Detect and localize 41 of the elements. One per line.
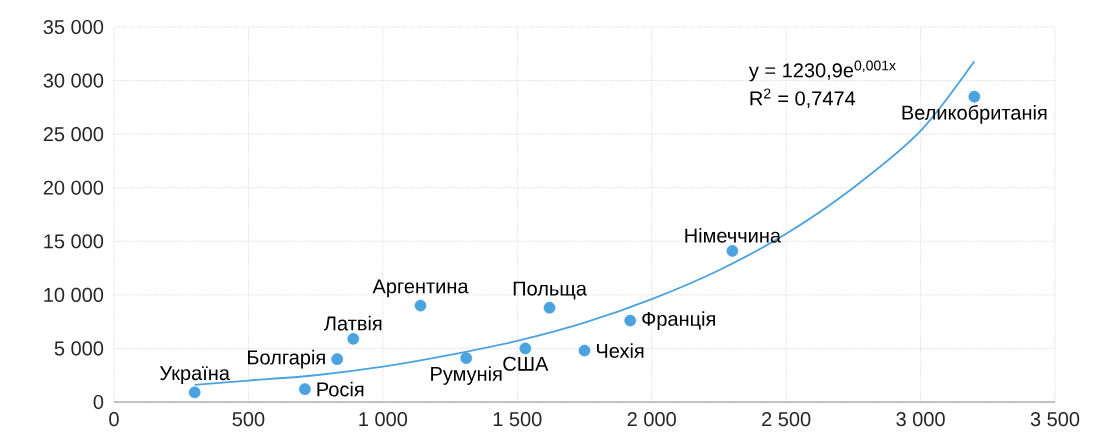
point	[519, 342, 532, 355]
x-tick-label: 0	[109, 412, 119, 427]
annotation: y = 1230,9e$^{0,001x}$	[748, 60, 896, 82]
annotation: Франція	[642, 311, 715, 330]
point	[543, 301, 556, 314]
point	[460, 352, 473, 364]
x-tick-label: 3 500	[1030, 412, 1080, 427]
annotation: США	[503, 356, 549, 371]
annotation: R$^{2}$ = 0,7474	[750, 88, 856, 108]
annotation: Німеччина	[685, 227, 782, 243]
y-tick-label: 15 000	[44, 234, 104, 249]
point	[347, 332, 360, 345]
annotation: Росія	[317, 381, 364, 397]
annotation: Україна	[159, 366, 230, 385]
x-tick-label: 500	[232, 412, 265, 427]
annotation: Болгарія	[248, 349, 325, 369]
y-tick-label: 35 000	[43, 19, 104, 35]
point	[578, 344, 591, 357]
annotation: Польща	[513, 281, 587, 300]
y-tick-label: 20 000	[43, 180, 104, 195]
point	[726, 245, 739, 257]
y-tick-label: 30 000	[43, 73, 104, 88]
annotation: Аргентина	[372, 279, 469, 298]
annotation: Латвія	[324, 315, 382, 331]
point	[624, 314, 637, 327]
x-tick-label: 1 500	[493, 412, 542, 427]
annotation: Румунія	[431, 366, 502, 385]
point	[414, 299, 427, 312]
point	[188, 386, 201, 399]
x-tick-label: 3 000	[896, 412, 945, 427]
y-tick-label: 10 000	[44, 287, 104, 302]
x-tick-label: 2 500	[762, 412, 811, 427]
annotation: Чехія	[597, 343, 644, 358]
y-tick-label: 5 000	[54, 341, 104, 356]
point	[299, 383, 311, 396]
x-tick-label: 1 000	[359, 412, 408, 427]
x-tick-label: 2 000	[627, 412, 676, 427]
y-tick-label: 0	[93, 394, 104, 410]
y-tick-label: 25 000	[43, 127, 104, 142]
point	[331, 353, 344, 366]
point	[968, 90, 981, 103]
